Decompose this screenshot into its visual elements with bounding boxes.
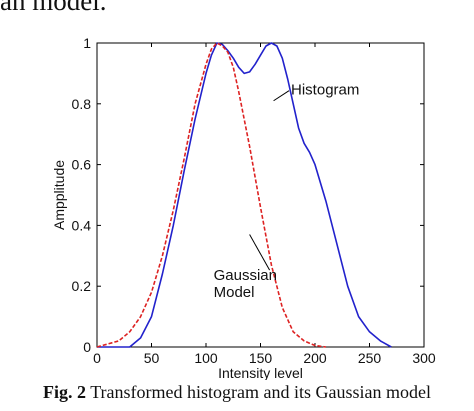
y-axis-label: Ampplitude [51,160,67,230]
plot-area: 0 50 100 150 200 250 300 0 0.2 0.4 0.6 0.8 1 Intensit… [51,35,436,380]
axes-box [96,42,425,348]
x-tick-label: 250 [358,350,382,366]
caption-label: Fig. 2 [43,382,86,402]
series-line-1 [96,42,327,348]
x-tick-label: 300 [412,350,436,366]
top-text: an model. [0,0,107,16]
x-tick-label: 200 [303,350,327,366]
y-tick-label: 0.4 [72,217,92,233]
series-line-0 [97,42,392,348]
chart: 0 50 100 150 200 250 300 0 0.2 0.4 0.6 0.8 1 Intensit… [51,35,436,380]
y-tick-label: 0.6 [72,157,92,173]
annotation-label-1: Gaussian [214,267,277,284]
annotation-arrow-1 [249,234,271,271]
x-axis-label: Intensity level [218,365,303,380]
figure-caption: Fig. 2 Transformed histogram and its Gau… [0,382,474,403]
x-tick-label: 50 [144,350,160,366]
x-tick-label: 0 [93,350,101,366]
x-tick-label: 150 [249,350,273,366]
annotation-arrow-0 [273,90,290,102]
annotation-label-1: Model [214,284,255,301]
x-tick-label: 100 [194,350,218,366]
y-tick-label: 0 [83,339,91,355]
caption-text: Transformed histogram and its Gaussian m… [90,382,431,402]
y-tick-label: 0.8 [72,96,92,112]
annotation-label-0: Histogram [291,82,359,99]
y-tick-label: 1 [83,35,91,51]
y-tick-label: 0.2 [72,278,92,294]
